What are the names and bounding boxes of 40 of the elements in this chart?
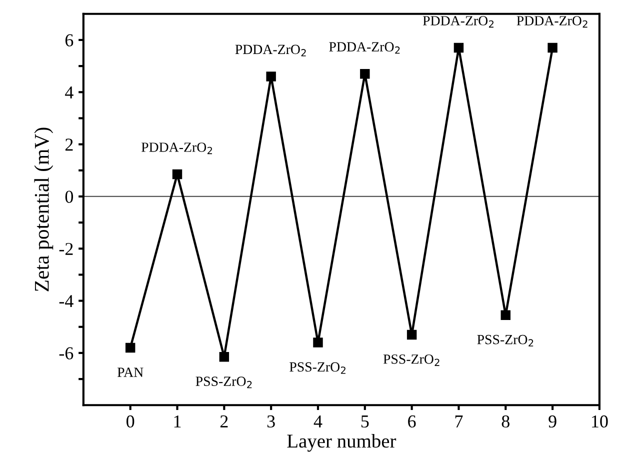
point	[454, 42, 464, 53]
y-tick-label: 4	[65, 86, 74, 98]
y-tick-label: -4	[59, 295, 74, 308]
annotation: PSS-ZrO$_{2}$	[477, 334, 534, 346]
annotation: PDDA-ZrO$_{2}$	[422, 16, 494, 28]
annotation: PDDA-ZrO$_{2}$	[329, 42, 400, 54]
x-tick-label: 1	[174, 415, 181, 428]
y-axis-title: Zeta potential (mV)	[34, 128, 54, 292]
x-tick-label: 6	[408, 415, 416, 428]
x-tick-label: 10	[592, 415, 608, 428]
annotation: PAN	[117, 368, 144, 377]
point	[313, 338, 323, 348]
y-tick-label: 6	[65, 34, 74, 46]
point	[266, 72, 276, 82]
x-tick-label: 9	[548, 415, 556, 428]
point	[360, 69, 370, 79]
annotation: PDDA-ZrO$_{2}$	[141, 142, 212, 154]
x-tick-label: 2	[220, 415, 228, 428]
x-tick-label: 5	[361, 416, 369, 428]
y-tick-label: 2	[65, 138, 73, 151]
point	[172, 169, 182, 180]
x-tick-label: 3	[267, 415, 275, 428]
annotation: PSS-ZrO$_{2}$	[196, 376, 252, 388]
x-tick-label: 0	[126, 415, 134, 428]
point	[125, 342, 136, 353]
annotation: PDDA-ZrO$_{2}$	[235, 44, 306, 56]
point	[219, 352, 230, 362]
point	[548, 42, 558, 53]
x-axis-title: Layer number	[287, 434, 396, 452]
y-tick-label: 0	[65, 190, 74, 203]
point	[406, 330, 417, 340]
y-tick-label: -6	[59, 347, 74, 360]
x-tick-label: 8	[502, 415, 510, 428]
annotation: PSS-ZrO$_{2}$	[383, 354, 440, 366]
point	[500, 310, 510, 320]
annotation: PDDA-ZrO$_{2}$	[516, 16, 588, 28]
x-tick-label: 4	[314, 415, 322, 428]
annotation: PSS-ZrO$_{2}$	[290, 362, 346, 374]
x-tick-label: 7	[455, 416, 463, 428]
y-tick-label: -2	[59, 242, 73, 255]
